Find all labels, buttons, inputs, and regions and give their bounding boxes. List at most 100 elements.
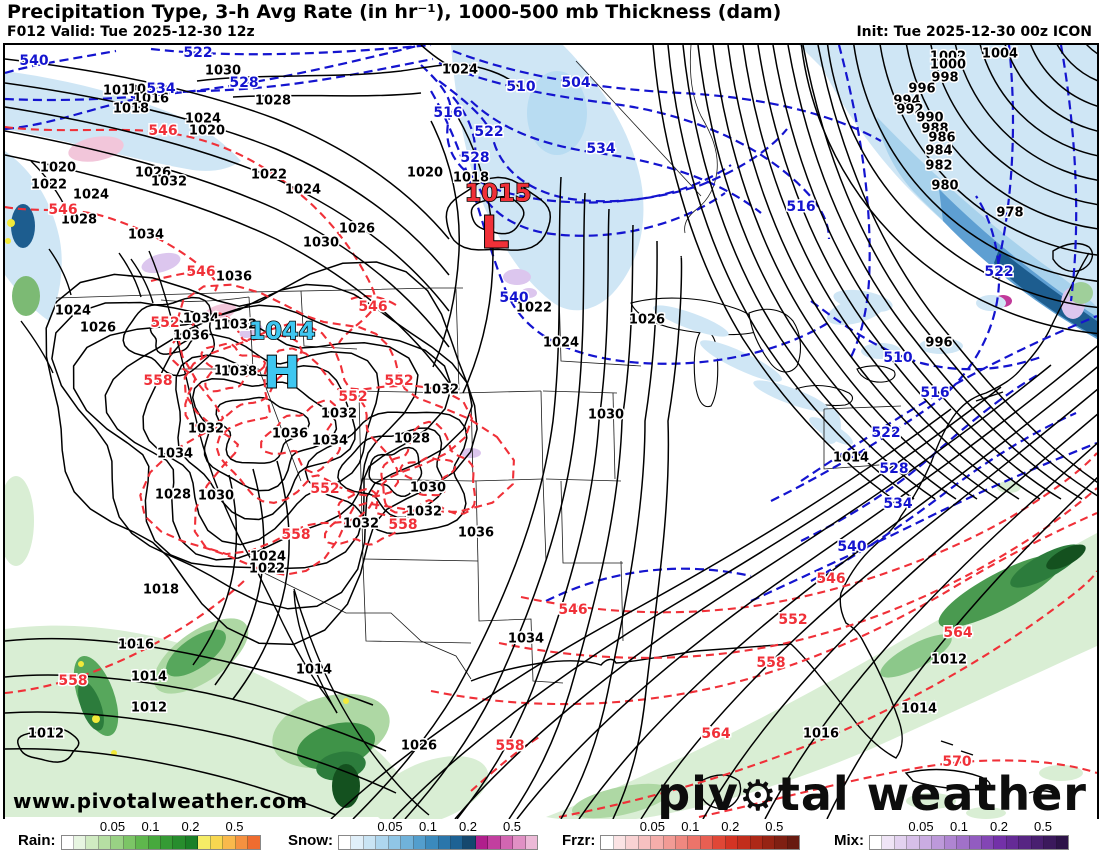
- contour-label: 1028: [394, 432, 430, 447]
- legend-color-cell: [894, 836, 908, 849]
- contour-line: [196, 63, 520, 88]
- contour-label: 1000: [930, 58, 966, 73]
- contour-label: 540: [837, 539, 866, 555]
- contour-line: [399, 456, 457, 497]
- contour-line: [5, 154, 450, 384]
- contour-line: [5, 130, 450, 348]
- contour-label: 1002: [930, 50, 966, 65]
- legend-color-cell: [763, 836, 776, 849]
- contour-label: 998: [931, 71, 958, 86]
- contour-line: [330, 408, 952, 819]
- contour-label: 552: [384, 373, 413, 389]
- contour-label: 1044: [249, 317, 316, 345]
- contour-label: 510: [883, 350, 912, 366]
- contour-label: 1014: [131, 670, 167, 685]
- legend-ticks: 0.05 0.1 0.2 0.5: [338, 819, 538, 834]
- contour-line: [337, 427, 445, 519]
- contour-label: 504: [561, 75, 590, 91]
- watermark: www.pivotalweather.com: [13, 789, 308, 813]
- legend-color-cell: [161, 836, 174, 849]
- contour-label: 534: [146, 81, 175, 97]
- contour-label: 528: [460, 150, 489, 166]
- contour-line: [456, 208, 610, 819]
- legend-tick: 0.05: [908, 819, 934, 834]
- contour-line: [392, 386, 1002, 819]
- legend-color-cell: [61, 836, 74, 849]
- contour-line: [640, 388, 1097, 819]
- page-title: Precipitation Type, 3-h Avg Rate (in hr⁻…: [7, 1, 782, 23]
- contour-line: [149, 315, 200, 355]
- legend-color-cell: [713, 836, 726, 849]
- contour-label: 1030: [410, 481, 446, 496]
- legend-color-cell: [223, 836, 236, 849]
- legend-color-cell: [86, 836, 99, 849]
- contour-label: 540: [499, 290, 528, 306]
- legend-color-cell: [882, 836, 895, 849]
- map-frame: 1012 1014 1016 1018 1024 1020 1030 1028 1024 1022…: [3, 43, 1099, 821]
- contour-line: [772, 45, 1062, 500]
- contour-line: [727, 45, 999, 500]
- contour-line: [5, 674, 387, 752]
- contour-label: 1026: [629, 313, 665, 328]
- contour-label: 978: [996, 206, 1023, 221]
- contour-line: [380, 420, 477, 515]
- contour-line: [764, 442, 1097, 819]
- contour-line: [232, 92, 422, 98]
- contour-label: 1022: [249, 562, 285, 577]
- contour-line: [578, 366, 1097, 819]
- contour-line: [817, 45, 1097, 483]
- legend-color-cell: [1006, 836, 1020, 849]
- contour-label: 564: [701, 726, 730, 742]
- contour-label: 1032: [343, 517, 379, 532]
- contour-line: [5, 748, 337, 816]
- contour-label: 552: [778, 612, 807, 628]
- contour-label: 1012: [131, 701, 167, 716]
- contour-label: 570: [942, 754, 971, 770]
- contour-label: 522: [474, 124, 503, 140]
- contour-label: 1026: [80, 321, 116, 336]
- contour-label: 1030: [205, 64, 241, 79]
- legend-color-cell: [870, 836, 883, 849]
- contour-label: 1036: [173, 329, 209, 344]
- contour-line: [470, 196, 525, 235]
- contour-label: 1024: [543, 336, 579, 351]
- contour-label: 546: [358, 299, 387, 315]
- contour-label: 1038: [214, 364, 250, 379]
- contour-line: [697, 45, 957, 500]
- legend-tick: 0.5: [765, 819, 784, 834]
- legend-group-frzr: Frzr: 0.05 0.1 0.2 0.5: [562, 819, 801, 850]
- contour-label: 990: [916, 111, 943, 126]
- legend-tick: 0.05: [639, 819, 665, 834]
- contour-label: L: [481, 208, 509, 259]
- contour-label: 1012: [28, 727, 64, 742]
- contour-label: 546: [816, 571, 845, 587]
- contour-label: 1014: [901, 702, 937, 717]
- contour-label: 1030: [588, 408, 624, 423]
- contour-line: [17, 727, 80, 763]
- legend-color-cell: [185, 836, 199, 849]
- contour-label: 516: [786, 199, 815, 215]
- contour-label: 1004: [982, 47, 1018, 62]
- contour-label: 1026: [135, 166, 171, 181]
- contour-line: [5, 711, 397, 794]
- contour-label: 984: [925, 144, 952, 159]
- legend-color-cell: [663, 836, 676, 849]
- legend-color-cell: [787, 836, 800, 849]
- contour-label: 1034: [312, 434, 348, 449]
- contour-label: 516: [433, 105, 462, 121]
- contour-label: 1032: [321, 407, 357, 422]
- legend-color-cell: [969, 836, 982, 849]
- legend-color-cell: [513, 836, 526, 849]
- contour-label: 1028: [255, 94, 291, 109]
- contour-label: 1036: [272, 427, 308, 442]
- legend-tick: 0.2: [721, 819, 740, 834]
- legend-color-cell: [601, 836, 614, 849]
- contour-line: [516, 345, 1097, 819]
- contour-label: 528: [879, 461, 908, 477]
- contour-label: 522: [183, 45, 212, 61]
- legend-label-snow: Snow:: [288, 832, 333, 849]
- legend-colorbar-mix: [869, 835, 1069, 850]
- contour-line: [404, 192, 586, 819]
- state-borders: [55, 45, 907, 684]
- contour-label: 986: [928, 131, 955, 146]
